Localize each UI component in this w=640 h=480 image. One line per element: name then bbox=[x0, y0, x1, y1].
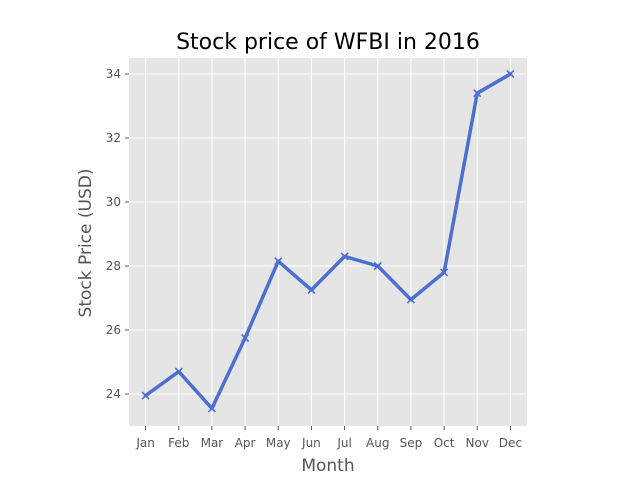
x-tick-label: Sep bbox=[400, 436, 423, 450]
data-point-marker bbox=[373, 261, 382, 271]
x-tick-label: Dec bbox=[499, 436, 522, 450]
x-tick-label: Nov bbox=[466, 436, 489, 450]
grid-lines bbox=[129, 58, 527, 426]
y-tick-label: 32 bbox=[106, 131, 121, 145]
data-point-marker bbox=[274, 257, 283, 266]
y-tick-label: 24 bbox=[106, 387, 121, 401]
y-axis-label: Stock Price (USD) bbox=[76, 169, 96, 318]
series-layer bbox=[141, 69, 515, 413]
y-tick-label: 26 bbox=[106, 323, 121, 337]
data-point-marker bbox=[440, 268, 449, 277]
y-tick-label: 28 bbox=[106, 259, 121, 273]
y-tick-label: 30 bbox=[106, 195, 121, 209]
data-point-marker bbox=[340, 252, 349, 261]
data-point-marker bbox=[506, 69, 515, 79]
x-tick-label: Mar bbox=[201, 436, 224, 450]
data-point-marker bbox=[207, 404, 216, 413]
data-point-marker bbox=[141, 391, 150, 400]
x-tick-label: Oct bbox=[434, 436, 455, 450]
data-point-marker bbox=[473, 89, 482, 98]
data-point-marker bbox=[241, 333, 250, 343]
y-tick-label: 34 bbox=[106, 67, 121, 81]
x-tick-label: Jun bbox=[301, 436, 321, 450]
data-point-marker bbox=[406, 295, 415, 304]
x-axis-label: Month bbox=[301, 456, 354, 476]
x-tick-label: May bbox=[266, 436, 291, 450]
x-tick-label: Jan bbox=[135, 436, 155, 450]
x-tick-label: Feb bbox=[168, 436, 189, 450]
x-tick-label: Apr bbox=[235, 436, 256, 450]
data-point-marker bbox=[307, 285, 316, 295]
x-tick-label: Jul bbox=[336, 436, 351, 450]
series-line bbox=[143, 72, 513, 411]
x-tick-label: Aug bbox=[366, 436, 389, 450]
data-point-marker bbox=[174, 367, 183, 376]
plot-area bbox=[129, 58, 527, 426]
y-axis-ticks: 24 26 28 30 32 34 bbox=[106, 67, 129, 401]
x-axis-ticks: Jan Feb Mar Apr May Jun Jul Aug Sep Oct Nov Dec bbox=[135, 426, 522, 450]
chart-title: Stock price of WFBI in 2016 bbox=[176, 30, 480, 55]
